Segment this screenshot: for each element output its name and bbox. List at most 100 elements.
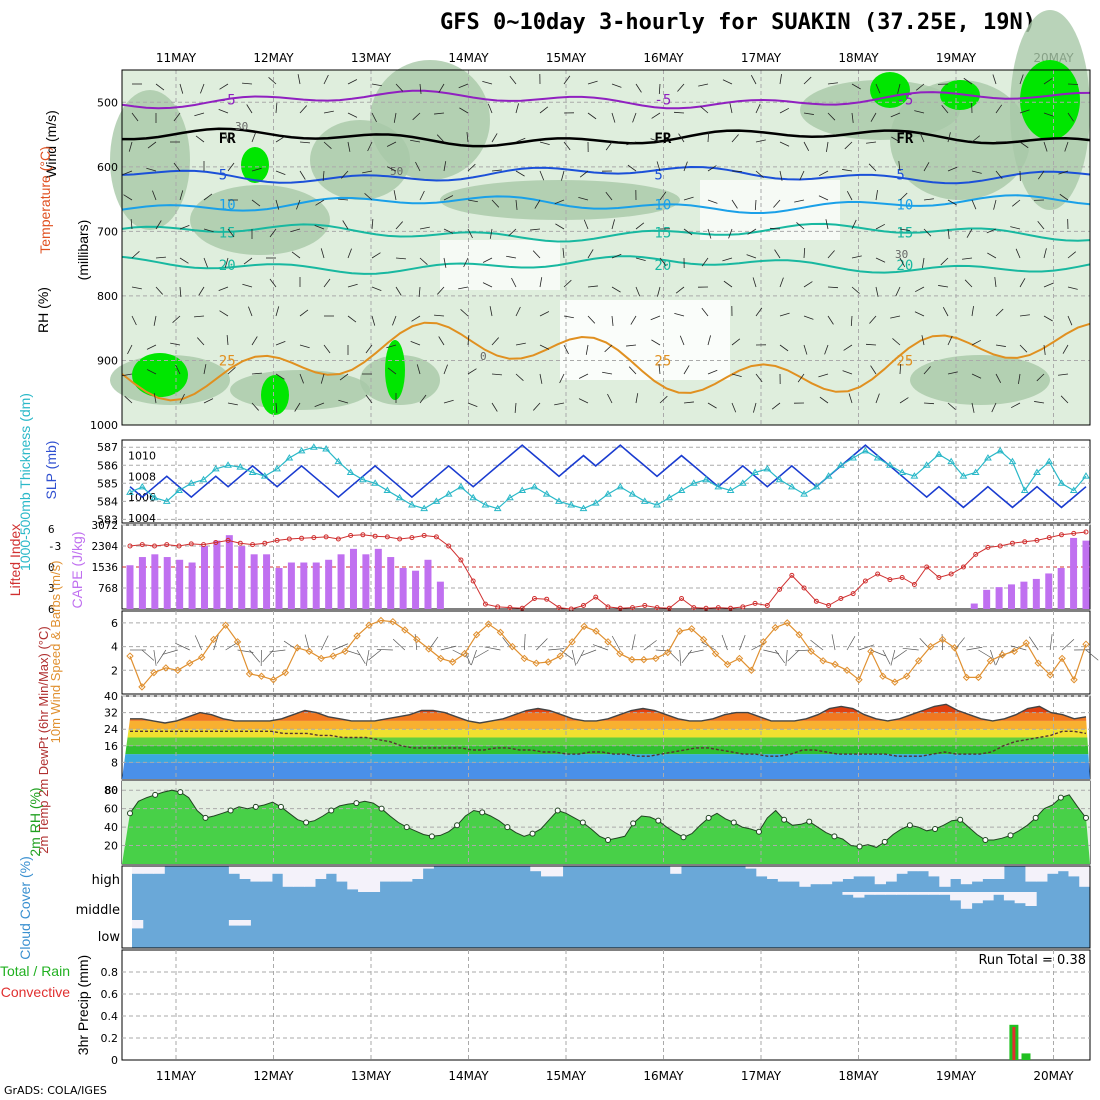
wind-barb (995, 373, 1002, 384)
wind-barb (947, 335, 953, 346)
thickness-point (371, 479, 380, 486)
precip-bar-convective (1012, 1027, 1016, 1060)
wind-barb (587, 285, 598, 288)
cloud-cell-high (982, 866, 994, 879)
thickness-point (1069, 486, 1078, 494)
wind-barb (978, 649, 993, 659)
li-point (237, 540, 243, 546)
wind-barb (428, 636, 439, 651)
li-point (397, 536, 403, 542)
wind-barb (898, 161, 901, 172)
wind-barb (1043, 315, 1053, 322)
wind-barb (213, 634, 219, 651)
wind-barb (179, 190, 184, 201)
thickness-point (126, 488, 134, 495)
wind-barb (243, 257, 253, 265)
cloud-cell-high (304, 866, 316, 887)
wind-barb (990, 649, 996, 666)
wind-point (150, 668, 158, 677)
li-point (299, 535, 305, 541)
thickness-point (518, 486, 527, 494)
wind-point (305, 647, 313, 656)
li-point (262, 540, 268, 546)
wind-barb (251, 402, 259, 411)
wind-barb (367, 141, 373, 152)
cape-bar (1008, 584, 1016, 609)
wind-barb (147, 141, 157, 149)
wind-barb (224, 132, 229, 143)
wind-barb (914, 311, 925, 317)
wind-barb (127, 344, 133, 355)
li-point (973, 551, 979, 557)
li-point (715, 605, 721, 611)
wind-barb (275, 170, 286, 175)
wind-barb (656, 161, 661, 172)
rh2m-point (328, 807, 335, 814)
thickness-point (800, 490, 808, 497)
wind-barb (643, 640, 657, 651)
wind-barb (831, 634, 836, 651)
wind-barb (657, 286, 661, 297)
wind-barb (658, 83, 661, 95)
wind-barb (914, 286, 925, 293)
wind-barb (275, 199, 280, 210)
thickness-point (309, 443, 318, 450)
rh-dry-area (560, 300, 730, 380)
rh2m-point (680, 834, 687, 841)
wind-barb (771, 402, 781, 410)
wind-speed-line (129, 619, 1087, 689)
rh2m-point (202, 814, 209, 821)
li-point (948, 571, 954, 577)
wind-barb (471, 649, 477, 666)
cape-bar (188, 562, 196, 609)
li-tick: 6 (48, 523, 55, 536)
wind-point (532, 659, 541, 667)
wind-point (938, 635, 947, 644)
wind-point (1010, 647, 1019, 656)
thickness-point (886, 461, 894, 468)
wind-barb (795, 649, 812, 652)
isotherm-label: FR (219, 131, 236, 147)
li-point (960, 564, 966, 570)
thickness-point (861, 446, 870, 454)
wind-barb (251, 132, 256, 143)
cape-bar (138, 557, 146, 609)
cape-bar (1045, 573, 1053, 609)
isotherm-line (121, 222, 1091, 243)
wind-barb (803, 281, 813, 288)
wind-barb (803, 344, 808, 355)
cloud-cell-high (799, 866, 811, 887)
li-point (617, 605, 623, 611)
wind-barb (842, 169, 853, 172)
wind-barb (899, 228, 910, 231)
li-point (593, 594, 599, 600)
wind-barb (938, 285, 949, 288)
wind-barb (779, 170, 783, 181)
wind-barb (818, 170, 829, 177)
cloud-cell-high (293, 866, 305, 887)
wind-point (759, 638, 768, 646)
rh-moist-area (1020, 60, 1080, 140)
wind-barb (559, 373, 565, 384)
li-point (507, 605, 513, 611)
cloud-cell-high (368, 866, 381, 892)
wind-point (843, 666, 851, 674)
wind-point (747, 666, 756, 674)
wind-barb (524, 634, 526, 651)
cape-bar (238, 546, 246, 609)
rh2m-point (353, 800, 360, 807)
cloud-cell-high (1068, 866, 1080, 877)
wind-barb (1043, 282, 1054, 288)
wind-barb (611, 83, 622, 88)
wind-barb (1060, 395, 1069, 404)
li-point (679, 596, 685, 601)
wind-barb (611, 112, 616, 123)
wind-barb (803, 247, 806, 259)
rh-moist-area (261, 375, 289, 415)
thickness-point (444, 490, 453, 497)
cloud-cell-high (820, 866, 833, 885)
thickness-point (751, 468, 759, 475)
date-label-top: 19MAY (936, 51, 977, 65)
wind-point (998, 651, 1007, 659)
wind-barb (941, 104, 949, 114)
